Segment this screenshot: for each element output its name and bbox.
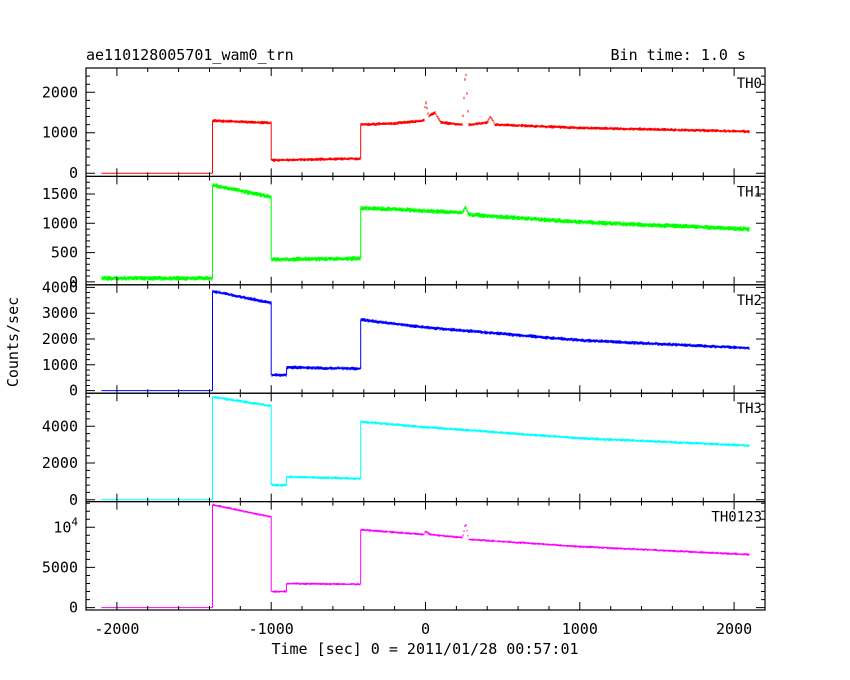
panels: 0 1000 2000 TH0 0 500 1000 1500 TH1 0 1000 2000 3000… <box>42 67 766 617</box>
y-tick-label: 2000 <box>42 330 78 348</box>
panel-label: TH0 <box>737 76 762 92</box>
tick-marks <box>85 67 766 177</box>
panel-frame <box>85 67 766 178</box>
x-tick-label: 2000 <box>716 620 752 638</box>
panel-th2: 0 1000 2000 3000 4000 TH2 <box>42 278 766 400</box>
panel-frame <box>85 392 766 503</box>
series-th2 <box>101 290 750 392</box>
y-tick-label: 4000 <box>42 278 78 296</box>
panel-label: TH0123 <box>711 510 762 526</box>
y-tick-label: 104 <box>53 515 78 536</box>
bin-time-label: Bin time: 1.0 s <box>611 46 746 64</box>
y-tick-label: 500 <box>51 244 78 262</box>
y-tick-label: 0 <box>69 491 78 509</box>
tick-marks <box>85 175 766 285</box>
x-tick-label: 0 <box>421 620 430 638</box>
panel-th1: 0 500 1000 1500 TH1 <box>42 175 766 291</box>
tick-marks <box>85 284 766 394</box>
panel-label: TH3 <box>737 401 762 417</box>
y-tick-label: 0 <box>69 599 78 617</box>
panel-label: TH2 <box>737 293 762 309</box>
y-tick-label: 1500 <box>42 185 78 203</box>
panel-frame <box>85 175 766 286</box>
series-th1 <box>101 183 750 281</box>
x-tick-label: -2000 <box>94 620 139 638</box>
panel-frame <box>85 284 766 394</box>
x-axis-label: Time [sec] 0 = 2011/01/28 00:57:01 <box>271 640 578 658</box>
series-th0123 <box>101 503 750 609</box>
x-tick-label: 1000 <box>562 620 598 638</box>
series-th3 <box>101 396 750 501</box>
y-tick-label: 2000 <box>42 454 78 472</box>
y-axis-label: Counts/sec <box>4 297 22 387</box>
series-th0 <box>101 73 750 174</box>
panel-th3: 0 2000 4000 TH3 <box>42 392 766 509</box>
x-tick-label: -1000 <box>249 620 294 638</box>
y-tick-label: 1000 <box>42 124 78 142</box>
y-tick-label: 0 <box>69 164 78 182</box>
tick-marks <box>85 393 766 502</box>
y-tick-label: 3000 <box>42 304 78 322</box>
y-tick-label: 5000 <box>42 558 78 576</box>
panel-th0123: 0 5000 104 TH0123 <box>42 501 766 617</box>
y-tick-label: 0 <box>69 382 78 400</box>
y-tick-label: 0 <box>69 273 78 291</box>
chart-title: ae110128005701_wam0_trn <box>86 46 294 64</box>
panel-th0: 0 1000 2000 TH0 <box>42 67 766 182</box>
panel-label: TH1 <box>737 184 762 200</box>
y-tick-label: 1000 <box>42 214 78 232</box>
y-tick-label: 2000 <box>42 83 78 101</box>
y-tick-label: 1000 <box>42 356 78 374</box>
tick-marks <box>85 501 766 610</box>
y-tick-label: 4000 <box>42 417 78 435</box>
x-axis: -2000 -1000 0 1000 2000 <box>94 620 752 638</box>
panel-frame <box>85 501 766 611</box>
